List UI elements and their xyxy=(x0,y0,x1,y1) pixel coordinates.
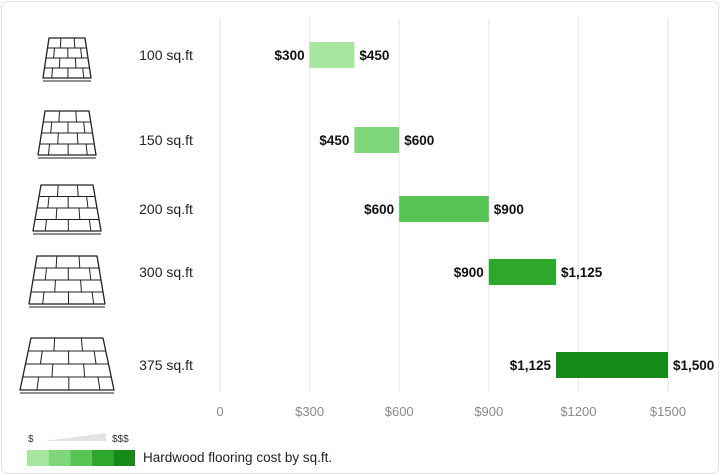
bar-3 xyxy=(488,259,556,285)
bar-1 xyxy=(354,127,400,153)
floor-plan-icon-375 xyxy=(19,337,115,394)
bar-4 xyxy=(556,352,668,378)
gridlines xyxy=(219,18,669,392)
x-tick-label-5: $1500 xyxy=(650,404,686,419)
legend-swatch-0 xyxy=(27,450,49,466)
x-tick-label-1: $300 xyxy=(295,404,324,419)
data-label-high-1: $600 xyxy=(404,133,434,148)
data-label-low-3: $900 xyxy=(454,265,484,280)
data-label-high-0: $450 xyxy=(359,48,389,63)
data-label-high-2: $900 xyxy=(494,202,524,217)
legend-high-label: $$$ xyxy=(112,434,129,445)
category-label-0: 100 sq.ft xyxy=(139,47,193,63)
legend-swatch-4 xyxy=(113,450,135,466)
floor-plan-icon-100 xyxy=(42,37,92,82)
data-label-low-2: $600 xyxy=(364,202,394,217)
legend-swatch-2 xyxy=(70,450,92,466)
legend: $ $$$ Hardwood flooring cost by sq.ft. xyxy=(27,433,332,466)
legend-gradient-wedge xyxy=(44,433,106,441)
bars xyxy=(309,42,668,378)
data-label-low-4: $1,125 xyxy=(510,358,552,373)
floor-plan-icon-300 xyxy=(28,255,106,308)
floor-plan-icons xyxy=(19,37,115,394)
x-tick-label-3: $900 xyxy=(474,404,503,419)
bar-0 xyxy=(309,42,355,68)
category-label-1: 150 sq.ft xyxy=(139,132,193,148)
category-label-2: 200 sq.ft xyxy=(139,201,193,217)
bar-2 xyxy=(399,196,489,222)
x-tick-label-2: $600 xyxy=(385,404,414,419)
x-tick-label-0: 0 xyxy=(216,404,223,419)
category-labels: 100 sq.ft 150 sq.ft 200 sq.ft 300 sq.ft 375 … xyxy=(139,47,193,373)
data-labels: $300 $450 $450 $600 $600 $900 $900 $1,125 $1,125… xyxy=(275,48,715,373)
data-label-high-4: $1,500 xyxy=(673,358,714,373)
legend-swatch-1 xyxy=(48,450,71,466)
legend-low-label: $ xyxy=(28,434,34,445)
floor-plan-icon-150 xyxy=(37,110,97,159)
x-axis-ticks: 0 $300 $600 $900 $1200 $1500 xyxy=(216,404,686,419)
legend-swatch-3 xyxy=(91,450,114,466)
legend-title: Hardwood flooring cost by sq.ft. xyxy=(143,450,332,465)
category-label-3: 300 sq.ft xyxy=(139,264,193,280)
floor-plan-icon-200 xyxy=(32,184,102,235)
data-label-low-0: $300 xyxy=(275,48,305,63)
data-label-high-3: $1,125 xyxy=(561,265,603,280)
x-tick-label-4: $1200 xyxy=(560,404,596,419)
category-label-4: 375 sq.ft xyxy=(139,357,193,373)
legend-swatches xyxy=(27,450,135,466)
data-label-low-1: $450 xyxy=(319,133,349,148)
